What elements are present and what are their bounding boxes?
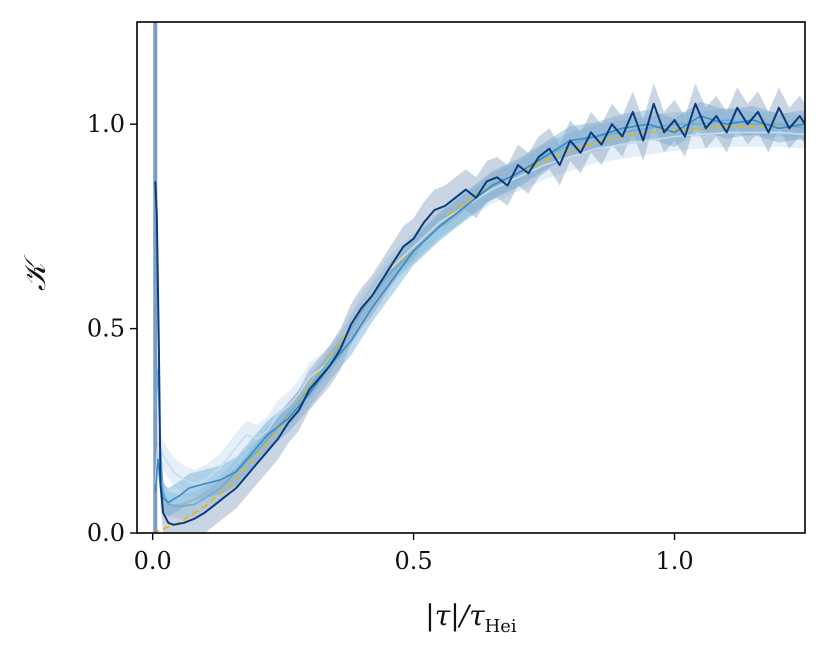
x-axis-label-base: |τ|/τ bbox=[425, 599, 485, 632]
x-tick-label: 0.5 bbox=[395, 547, 433, 575]
y-tick-label: 1.0 bbox=[87, 110, 125, 138]
series-line-4 bbox=[154, 102, 805, 526]
y-tick-label: 0.0 bbox=[87, 519, 125, 547]
y-tick-label: 0.5 bbox=[87, 315, 125, 343]
y-axis-label: 𝒦 bbox=[18, 254, 53, 291]
series-band-3 bbox=[155, 101, 805, 517]
axes-frame bbox=[136, 21, 806, 534]
plot-frame bbox=[136, 21, 806, 534]
axis-ticks: 0.0 0.5 1.0 0.0 0.5 1.0 bbox=[87, 110, 694, 575]
x-tick-label: 0.0 bbox=[134, 547, 172, 575]
x-tick-label: 1.0 bbox=[655, 547, 693, 575]
x-axis-label-subscript: Hei bbox=[485, 616, 517, 637]
series-line-2 bbox=[154, 119, 805, 508]
series-lines bbox=[152, 22, 805, 533]
x-axis-label: |τ|/τHei bbox=[425, 599, 517, 637]
